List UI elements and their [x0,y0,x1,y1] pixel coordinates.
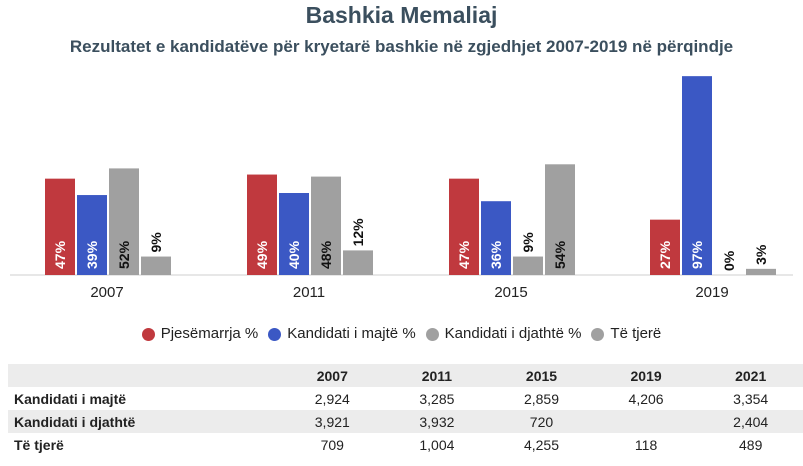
data-label: 52% [116,240,132,269]
data-label: 39% [84,240,100,269]
data-label: 40% [286,240,302,269]
legend-label: Kandidati i djathtë % [444,325,582,342]
data-label: 47% [456,240,472,269]
data-label: 9% [520,232,536,253]
data-label: 54% [552,240,568,269]
bar [45,178,75,275]
bar [682,76,712,276]
bar [279,193,309,275]
data-label: 49% [254,240,270,269]
legend-swatch [591,327,605,341]
table-header-corner [8,364,280,387]
legend-swatch [268,327,282,341]
legend-item-te-tjere: Të tjerë [591,324,661,344]
results-table: 2007 2011 2015 2019 2021 Kandidati i maj… [8,364,803,456]
data-label: 47% [52,240,68,269]
table-header-2015: 2015 [489,364,594,387]
data-label: 48% [318,240,334,269]
table-cell: 3,354 [733,390,769,407]
legend-label: Kandidati i majtë % [287,325,416,342]
table-row: Kandidati i majtë 2,924 3,285 2,859 4,20… [8,387,803,410]
chart-legend: Pjesëmarrja % Kandidati i majtë % Kandid… [0,324,803,344]
table-cell: 1,004 [419,436,455,453]
legend-item-majte: Kandidati i majtë % [268,324,416,344]
table-cell: 3,285 [419,390,455,407]
chart-title: Bashkia Memaliaj [305,2,498,28]
data-label: 3% [753,244,769,265]
table-cell: 2,859 [523,390,559,407]
data-label: 97% [689,240,705,269]
bar [247,174,277,275]
legend-item-djathte: Kandidati i djathtë % [425,324,582,344]
table-row: Kandidati i djathtë 3,921 3,932 720 2,40… [8,410,803,433]
bar [513,256,543,275]
bar [746,268,776,275]
x-tick-label: 2011 [293,284,325,301]
bar [481,201,511,275]
table-cell: 2,404 [698,410,803,433]
data-label: 12% [350,218,366,247]
table-cell: 118 [634,436,658,453]
legend-label: Pjesëmarrja % [160,325,259,342]
bar [311,176,341,275]
bar [545,164,575,275]
x-tick-label: 2007 [90,284,123,301]
row-label: Të tjerë [14,436,64,453]
legend-swatch [141,327,155,341]
bar [650,219,680,275]
legend-label: Të tjerë [610,325,662,342]
bar [77,195,107,275]
table-cell: 3,921 [280,410,385,433]
row-label: Kandidati i majtë [14,390,127,407]
row-label: Kandidati i djathtë [8,410,280,433]
table-cell [593,410,699,433]
bar [449,178,479,275]
data-label: 36% [488,240,504,269]
table-row: Të tjerë 709 1,004 4,255 118 489 [8,433,803,456]
table-cell: 4,206 [628,390,664,407]
table-header-2007: 2007 [280,364,385,387]
legend-swatch [425,327,439,341]
table-header-2011: 2011 [384,364,490,387]
legend-item-pjesemarrja: Pjesëmarrja % [141,324,259,344]
data-label: 27% [657,240,673,269]
bar [141,256,171,275]
table-header-2019: 2019 [593,364,699,387]
table-header-2021: 2021 [698,364,803,387]
bar [343,250,373,275]
data-label: 9% [148,232,164,253]
x-tick-label: 2019 [695,284,728,301]
bar-chart: 47% 39% 52% 9% 2007 49% 40% 48% 12% 2011 47% 36% 9% 5… [10,76,793,301]
table-cell: 489 [739,436,763,453]
table-cell: 709 [320,436,344,453]
data-label: 0% [721,250,737,271]
table-cell: 3,932 [384,410,490,433]
table-cell: 4,255 [523,436,559,453]
table-cell: 2,924 [314,390,350,407]
table-header-row: 2007 2011 2015 2019 2021 [8,364,803,387]
bar [109,168,139,275]
table-cell: 720 [489,410,594,433]
chart-subtitle: Rezultatet e kandidatëve për kryetarë ba… [69,37,734,56]
x-tick-label: 2015 [494,284,527,301]
